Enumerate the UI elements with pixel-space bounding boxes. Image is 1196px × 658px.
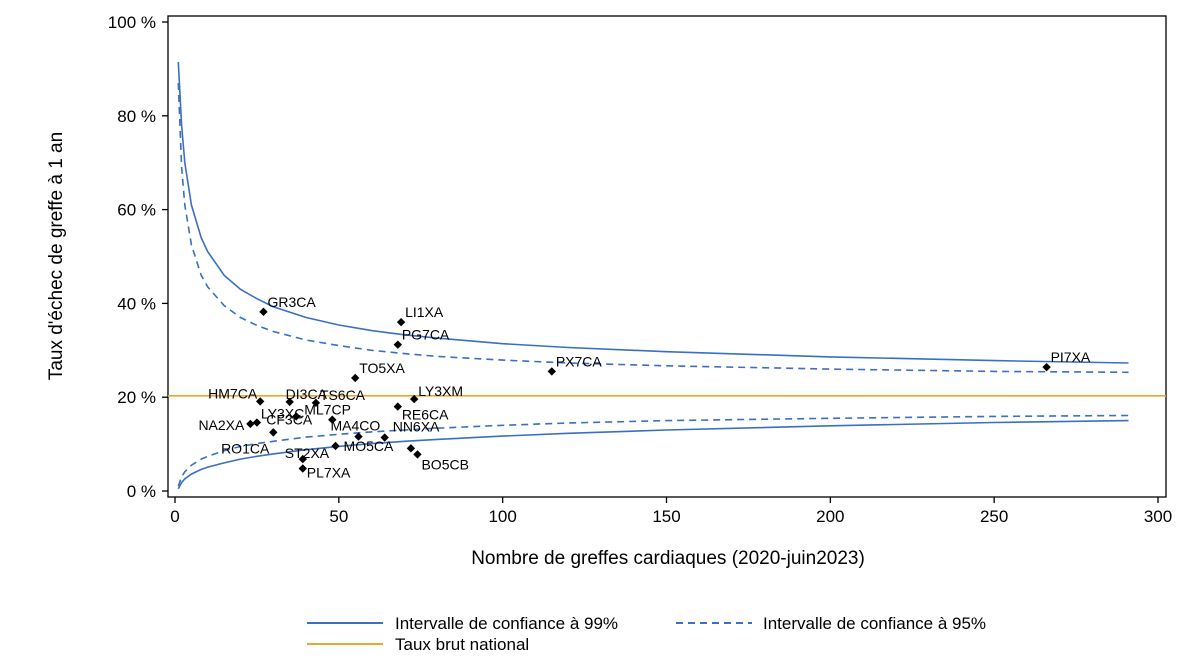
data-point — [331, 441, 340, 451]
data-point — [547, 367, 557, 376]
point-label: LY3XC — [261, 406, 304, 422]
point-label: LY3XM — [418, 383, 463, 399]
data-point — [351, 373, 360, 383]
y-tick-label: 60 % — [117, 201, 156, 220]
data-point — [292, 412, 301, 421]
data-point — [406, 444, 416, 453]
data-point — [354, 432, 363, 441]
legend-label-ci99: Intervalle de confiance à 99% — [395, 614, 618, 633]
data-points: GR3CA LI1XA PG7CA PX7CA PI7XA TO5XA LY3XM HM7CA… — [198, 294, 1091, 481]
point-label: MO5CA — [344, 438, 394, 454]
point-label: ML7CP — [304, 401, 351, 417]
legend: Intervalle de confiance à 99% Intervalle… — [307, 614, 986, 654]
ci-curve-95-upper — [177, 82, 1129, 374]
plot-border — [167, 15, 1167, 498]
y-tick-label: 80 % — [117, 107, 156, 126]
x-tick-label: 0 — [170, 507, 179, 526]
point-label: PG7CA — [402, 327, 450, 343]
y-tick-label: 40 % — [117, 294, 156, 313]
point-label: TO5XA — [359, 360, 405, 376]
data-point — [252, 418, 262, 427]
data-point — [285, 397, 294, 407]
confidence-curves — [177, 61, 1129, 490]
y-tick-label: 20 % — [117, 388, 156, 407]
point-label: BO5CB — [421, 456, 468, 472]
data-point — [1042, 362, 1051, 372]
point-label: NN6XA — [393, 419, 440, 435]
point-label: CF3CA — [266, 412, 313, 428]
data-point — [246, 419, 255, 429]
ci-curve-99-upper — [177, 61, 1129, 364]
data-point — [396, 317, 406, 327]
data-point — [259, 307, 268, 317]
x-tick-label: 50 — [329, 507, 348, 526]
point-label: RO1CA — [221, 440, 270, 456]
point-label: TS6CA — [320, 387, 366, 403]
data-point — [298, 454, 307, 464]
legend-label-national: Taux brut national — [395, 635, 529, 654]
y-axis: 0 % 20 % 40 % 60 % 80 % 100 % — [108, 13, 168, 501]
point-label: HM7CA — [208, 385, 258, 401]
data-point — [255, 397, 265, 406]
point-label: MA4CO — [330, 418, 380, 434]
point-label: PX7CA — [556, 353, 603, 369]
x-tick-label: 300 — [1144, 507, 1172, 526]
x-axis: 0 50 100 150 200 250 300 — [170, 497, 1172, 526]
data-point — [413, 450, 422, 459]
point-label: RE6CA — [402, 407, 449, 423]
point-label: NA2XA — [198, 417, 245, 433]
point-label: PL7XA — [307, 464, 351, 480]
point-label: DI3CA — [286, 386, 328, 402]
data-point — [269, 428, 278, 437]
y-tick-label: 0 % — [127, 482, 156, 501]
data-point — [409, 394, 419, 404]
y-tick-label: 100 % — [108, 13, 156, 32]
y-axis-title: Taux d'échec de greffe à 1 an — [46, 132, 67, 380]
data-point — [328, 415, 337, 424]
plot-frame — [167, 15, 1167, 498]
data-point — [298, 464, 307, 473]
point-label: PI7XA — [1051, 349, 1091, 365]
ci-curve-95-lower — [177, 414, 1129, 487]
point-label: ST2XA — [285, 445, 330, 461]
x-tick-label: 250 — [980, 507, 1008, 526]
ci-curve-99-lower — [177, 419, 1129, 490]
point-label: GR3CA — [267, 294, 316, 310]
x-tick-label: 200 — [816, 507, 844, 526]
x-tick-label: 100 — [488, 507, 516, 526]
x-tick-label: 150 — [652, 507, 680, 526]
data-point — [393, 402, 403, 411]
point-label: LI1XA — [405, 304, 444, 320]
x-axis-title: Nombre de greffes cardiaques (2020-juin2… — [471, 548, 865, 569]
legend-label-ci95: Intervalle de confiance à 95% — [763, 614, 986, 633]
data-point — [380, 433, 389, 442]
data-point — [311, 398, 321, 408]
data-point — [393, 340, 403, 349]
